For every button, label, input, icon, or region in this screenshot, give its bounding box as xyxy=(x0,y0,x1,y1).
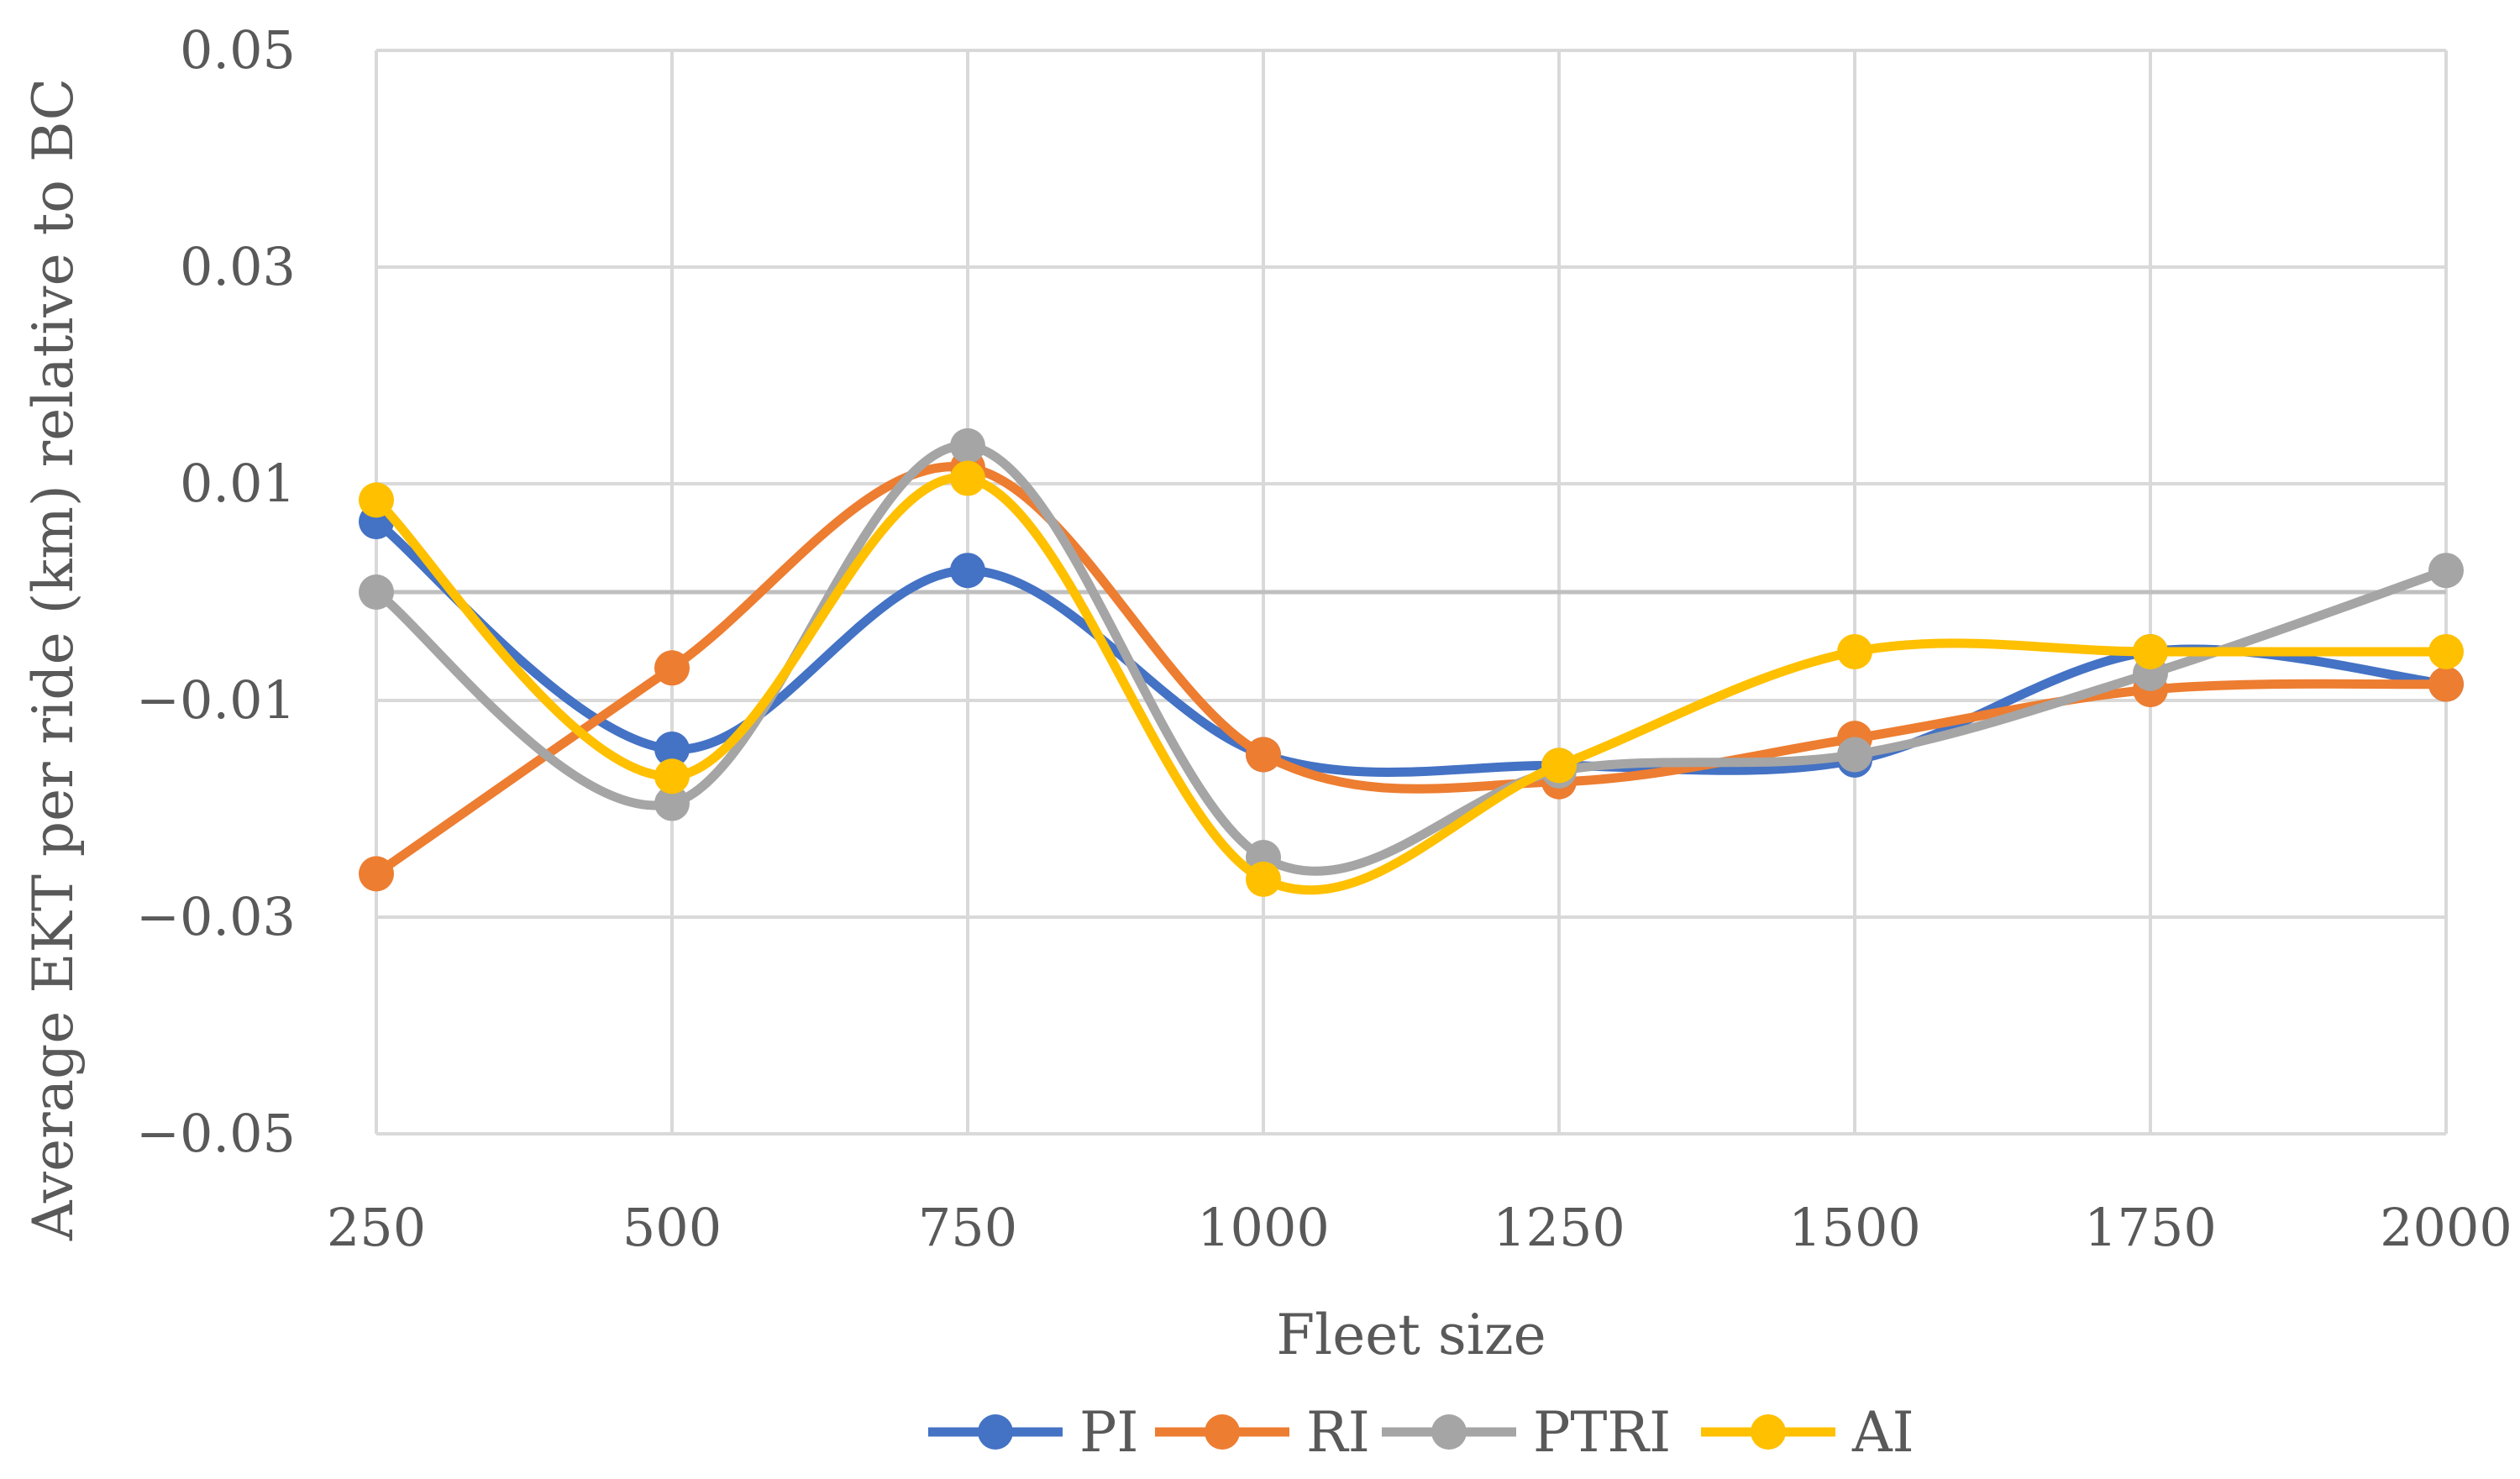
data-point-ai xyxy=(950,460,985,496)
y-tick-label: −0.05 xyxy=(136,1103,296,1164)
legend-label-ri: RI xyxy=(1306,1400,1370,1465)
data-point-ai xyxy=(2428,633,2464,669)
x-tick-label: 750 xyxy=(918,1197,1017,1258)
y-tick-label: −0.03 xyxy=(136,886,296,947)
y-tick-label: 0.03 xyxy=(180,236,296,297)
y-tick-label: −0.01 xyxy=(136,669,296,731)
legend-marker-ri xyxy=(1205,1414,1240,1450)
series-line-pi xyxy=(371,517,2451,777)
y-axis-title: Average EKT per ride (km) relative to BC xyxy=(21,78,86,1241)
data-point-ai xyxy=(654,758,690,795)
data-point-ai xyxy=(1541,747,1577,784)
data-point-ai xyxy=(2133,633,2168,669)
series-ptri xyxy=(359,427,2464,876)
data-point-ptri xyxy=(359,574,394,610)
data-point-ptri xyxy=(2428,553,2464,589)
data-point-pi xyxy=(654,732,690,768)
data-point-ptri xyxy=(654,785,690,821)
data-point-ri xyxy=(2428,666,2464,702)
x-tick-label: 500 xyxy=(622,1197,722,1258)
series-line-ai xyxy=(371,473,2451,895)
data-point-ri xyxy=(1246,737,1281,773)
x-tick-label: 1250 xyxy=(1493,1197,1625,1258)
data-point-ai xyxy=(359,482,394,518)
data-point-ri xyxy=(654,650,690,686)
legend-marker-ai xyxy=(1751,1414,1786,1450)
legend-marker-ptri xyxy=(1431,1414,1467,1450)
legend-label-ptri: PTRI xyxy=(1533,1400,1671,1465)
legend-label-ai: AI xyxy=(1851,1400,1914,1465)
legend-item-ai: AI xyxy=(1701,1400,1914,1465)
legend: PI RI PTRI AI xyxy=(928,1400,1914,1465)
series-layer xyxy=(359,427,2464,897)
y-tick-label: 0.01 xyxy=(180,453,296,514)
tick-label-layer: 0.05 0.03 0.01 −0.01 −0.03 −0.05 250 500 750 1000… xyxy=(136,19,2512,1258)
x-tick-label: 1500 xyxy=(1788,1197,1921,1258)
data-point-ai xyxy=(1246,861,1281,897)
x-tick-label: 250 xyxy=(327,1197,426,1258)
legend-item-ri: RI xyxy=(1155,1400,1370,1465)
series-line-ptri xyxy=(371,441,2451,876)
data-point-ai xyxy=(1837,633,1872,669)
legend-item-pi: PI xyxy=(928,1400,1138,1465)
x-tick-label: 1750 xyxy=(2084,1197,2217,1258)
x-tick-label: 2000 xyxy=(2380,1197,2512,1258)
legend-marker-pi xyxy=(978,1414,1013,1450)
x-tick-label: 1000 xyxy=(1197,1197,1330,1258)
data-point-ptri xyxy=(950,427,985,464)
data-point-ptri xyxy=(1837,737,1872,773)
data-point-pi xyxy=(950,553,985,589)
data-point-ri xyxy=(359,856,394,892)
legend-label-pi: PI xyxy=(1079,1400,1138,1465)
series-ai xyxy=(359,460,2464,897)
x-axis-title: Fleet size xyxy=(1276,1303,1546,1367)
legend-item-ptri: PTRI xyxy=(1382,1400,1671,1465)
y-tick-label: 0.05 xyxy=(180,19,296,81)
